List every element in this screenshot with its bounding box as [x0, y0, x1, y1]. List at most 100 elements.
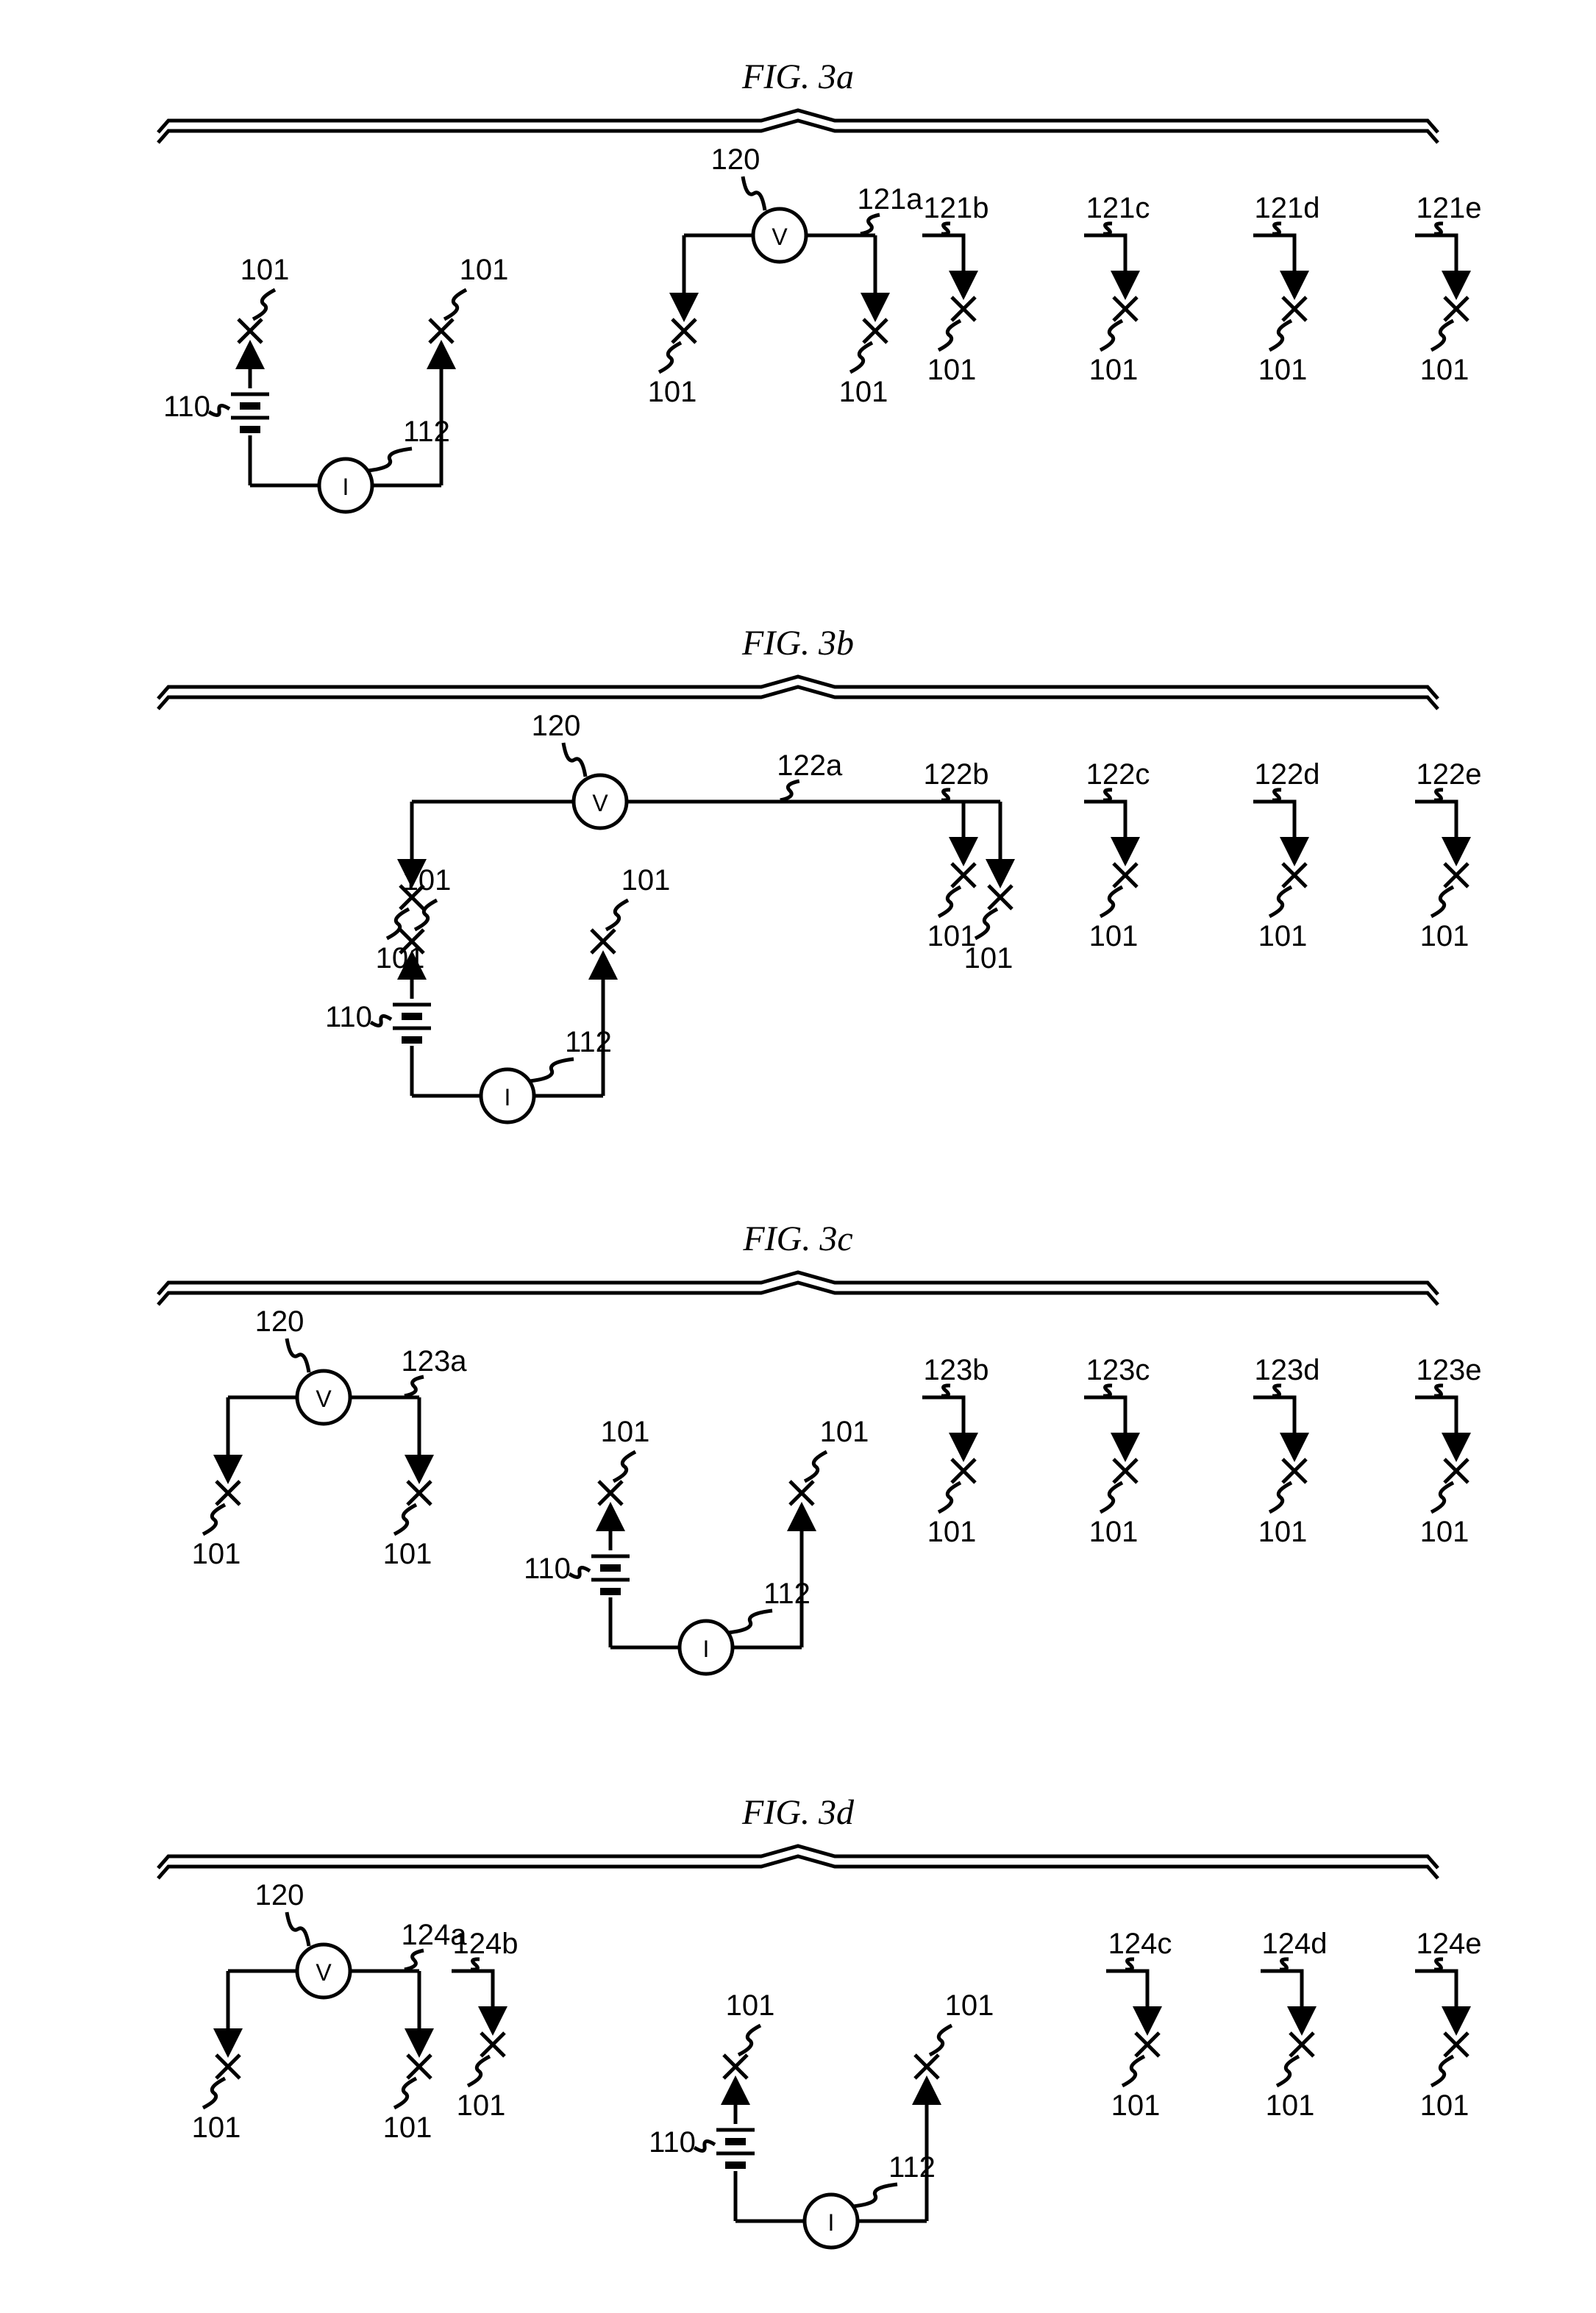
leg-a-ref: 122a [777, 749, 843, 782]
contact-mark [1283, 1459, 1306, 1483]
voltmeter-ref: 120 [255, 1879, 304, 1911]
contact-label: 101 [460, 254, 509, 286]
contact-label: 101 [1258, 354, 1308, 386]
free-leg: 101121e [1415, 192, 1481, 386]
contact-mark [988, 885, 1012, 909]
contact-mark [952, 1459, 975, 1483]
ammeter-label: I [703, 1636, 710, 1662]
contact-label: 101 [1420, 354, 1469, 386]
leg-ref: 123e [1417, 1354, 1482, 1386]
voltmeter-ref: 120 [711, 143, 760, 176]
free-leg: 101123e [1415, 1354, 1481, 1548]
contact-mark [1444, 297, 1468, 321]
voltmeter: V [753, 209, 806, 262]
ammeter-ref: 112 [763, 1578, 811, 1610]
contact-mark [1290, 2033, 1314, 2056]
leg-ref: 121c [1086, 192, 1150, 224]
contact-mark [1444, 2033, 1468, 2056]
ammeter: I [481, 1069, 534, 1122]
ammeter: I [805, 2195, 858, 2248]
leg-ref: 122e [1417, 758, 1482, 791]
figure-brace [158, 677, 1438, 709]
figure-panel: FIG. 3bV101101120122a101101I110112101122… [158, 624, 1481, 1122]
contact-label: 101 [1089, 920, 1139, 952]
ammeter-ref: 112 [565, 1026, 612, 1058]
contact-mark [1114, 297, 1137, 321]
free-leg: 101122b [922, 758, 988, 952]
battery-ref: 110 [524, 1553, 571, 1585]
contact-mark [238, 319, 262, 343]
source-block: 101101I110112 [649, 1989, 994, 2248]
leg-a-ref: 123a [402, 1345, 468, 1378]
voltmeter-block: V 101 101 120 121a [648, 143, 924, 408]
leg-ref: 123c [1086, 1354, 1150, 1386]
contact-label: 101 [945, 1989, 994, 2022]
contact-label: 101 [648, 376, 697, 408]
contact-label: 101 [601, 1416, 650, 1448]
figure-title: FIG. 3c [742, 1219, 852, 1258]
figure-panel: FIG. 3dV101101120124a101101I110112101124… [158, 1793, 1481, 2248]
free-leg: 101122d [1253, 758, 1319, 952]
battery [716, 2130, 755, 2165]
battery-ref: 110 [325, 1001, 372, 1033]
ammeter-label: I [828, 2209, 835, 2236]
contact-label: 101 [726, 1989, 775, 2022]
leg-ref: 123d [1255, 1354, 1320, 1386]
contact-mark [599, 1481, 622, 1505]
voltmeter-block: V101101120122a [376, 710, 1013, 974]
free-leg: 101122c [1084, 758, 1150, 952]
contact-label: 101 [402, 864, 452, 897]
contact-mark [790, 1481, 813, 1505]
battery [231, 394, 269, 430]
voltmeter-label: V [316, 1959, 332, 1986]
leg-ref: 124b [453, 1928, 519, 1960]
contact-mark [915, 2055, 938, 2078]
leg-ref: 121b [924, 192, 989, 224]
contact-mark [952, 297, 975, 321]
voltmeter-block: V101101120123a [192, 1305, 468, 1570]
contact-mark [863, 319, 887, 343]
contact-label: 101 [1420, 2089, 1469, 2122]
contact-mark [430, 319, 453, 343]
contact-mark [481, 2033, 505, 2056]
contact-mark [1114, 1459, 1137, 1483]
leg-ref: 124d [1262, 1928, 1328, 1960]
figure-title: FIG. 3d [741, 1793, 855, 1832]
contact-mark [407, 2055, 431, 2078]
source-block: 101101I110112 [524, 1416, 869, 1674]
source-block: 101 101 I 110 112 [325, 864, 670, 1122]
ammeter-ref: 112 [403, 416, 450, 448]
source-block: 101101I110112 [163, 254, 508, 512]
contact-mark [672, 319, 696, 343]
contact-mark [1283, 297, 1306, 321]
free-leg: 101123d [1253, 1354, 1319, 1548]
contact-label: 101 [192, 1538, 241, 1570]
voltmeter: V [574, 775, 627, 828]
ammeter-ref: 112 [888, 2151, 936, 2184]
free-leg: 101121b [922, 192, 988, 386]
free-leg: 101124e [1415, 1928, 1481, 2122]
free-leg: 101124c [1106, 1928, 1172, 2122]
free-leg: 101 122e [1415, 758, 1481, 952]
contact-mark [952, 863, 975, 887]
ammeter: I [680, 1621, 733, 1674]
battery [591, 1556, 630, 1592]
free-leg: 101 123c [1084, 1354, 1150, 1548]
contact-label: 101 [1420, 920, 1469, 952]
figure-brace [158, 1272, 1438, 1305]
leg-ref: 122d [1255, 758, 1320, 791]
contact-label: 101 [1111, 2089, 1161, 2122]
contact-label: 101 [839, 376, 888, 408]
contact-mark [1444, 863, 1468, 887]
contact-label: 101 [927, 920, 977, 952]
battery-ref: 110 [163, 391, 210, 423]
voltmeter: V [297, 1945, 350, 1997]
figure-brace [158, 110, 1438, 143]
contact-label: 101 [1089, 1516, 1139, 1548]
contact-label: 101 [383, 1538, 432, 1570]
free-leg: 101123b [922, 1354, 988, 1548]
leg-a-ref: 121a [858, 183, 924, 215]
contact-label: 101 [241, 254, 290, 286]
contact-label: 101 [621, 864, 671, 897]
voltmeter: V [297, 1371, 350, 1424]
